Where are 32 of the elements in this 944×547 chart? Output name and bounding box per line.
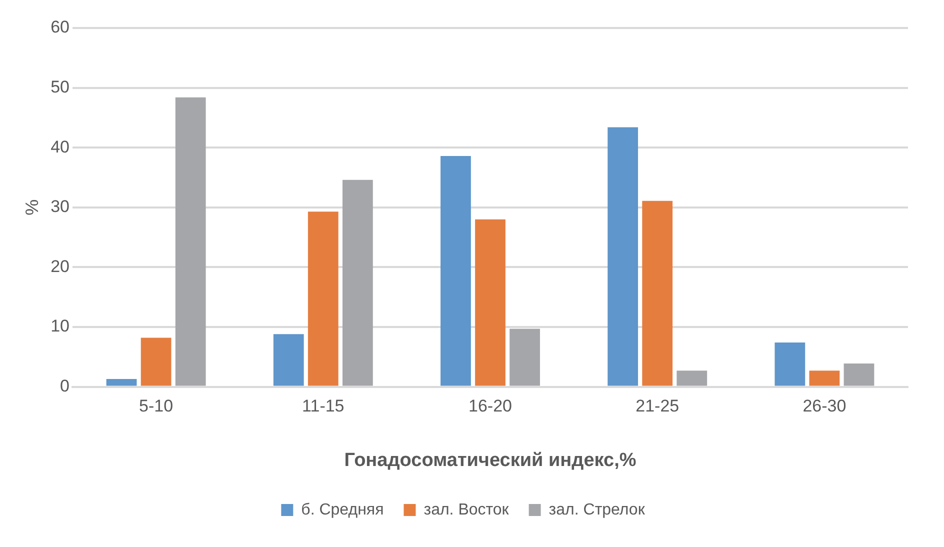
bar xyxy=(175,97,206,386)
bar xyxy=(342,180,373,386)
bar xyxy=(475,219,506,386)
y-tick-label: 20 xyxy=(50,256,70,276)
x-tick-label: 21-25 xyxy=(636,396,680,416)
bar xyxy=(308,212,338,386)
x-tick-label: 16-20 xyxy=(468,396,512,416)
y-tick-label: 10 xyxy=(50,316,70,336)
y-axis-title: % xyxy=(22,199,42,216)
bar xyxy=(642,200,673,386)
bar xyxy=(809,370,840,386)
y-tick-label: 0 xyxy=(60,376,70,396)
bar xyxy=(273,334,304,386)
x-tick-label: 5-10 xyxy=(139,396,174,416)
bar xyxy=(844,363,874,386)
legend-label: зал. Восток xyxy=(424,501,510,518)
x-tick-label: 26-30 xyxy=(802,396,846,416)
legend-label: зал. Стрелок xyxy=(548,501,646,518)
y-tick-label: 40 xyxy=(50,137,70,156)
bar xyxy=(140,338,172,386)
x-axis-title: Гонадосоматический индекс,% xyxy=(344,450,636,471)
bar xyxy=(106,379,137,386)
bar xyxy=(608,127,638,386)
y-tick-label: 50 xyxy=(50,77,70,96)
y-tick-label: 30 xyxy=(50,197,70,216)
bar xyxy=(774,342,806,386)
legend-label: б. Средняя xyxy=(301,501,384,518)
bar xyxy=(440,156,471,386)
bar xyxy=(510,328,540,386)
y-tick-label: 60 xyxy=(50,18,70,37)
bar xyxy=(676,370,708,386)
x-tick-label: 11-15 xyxy=(302,396,344,416)
